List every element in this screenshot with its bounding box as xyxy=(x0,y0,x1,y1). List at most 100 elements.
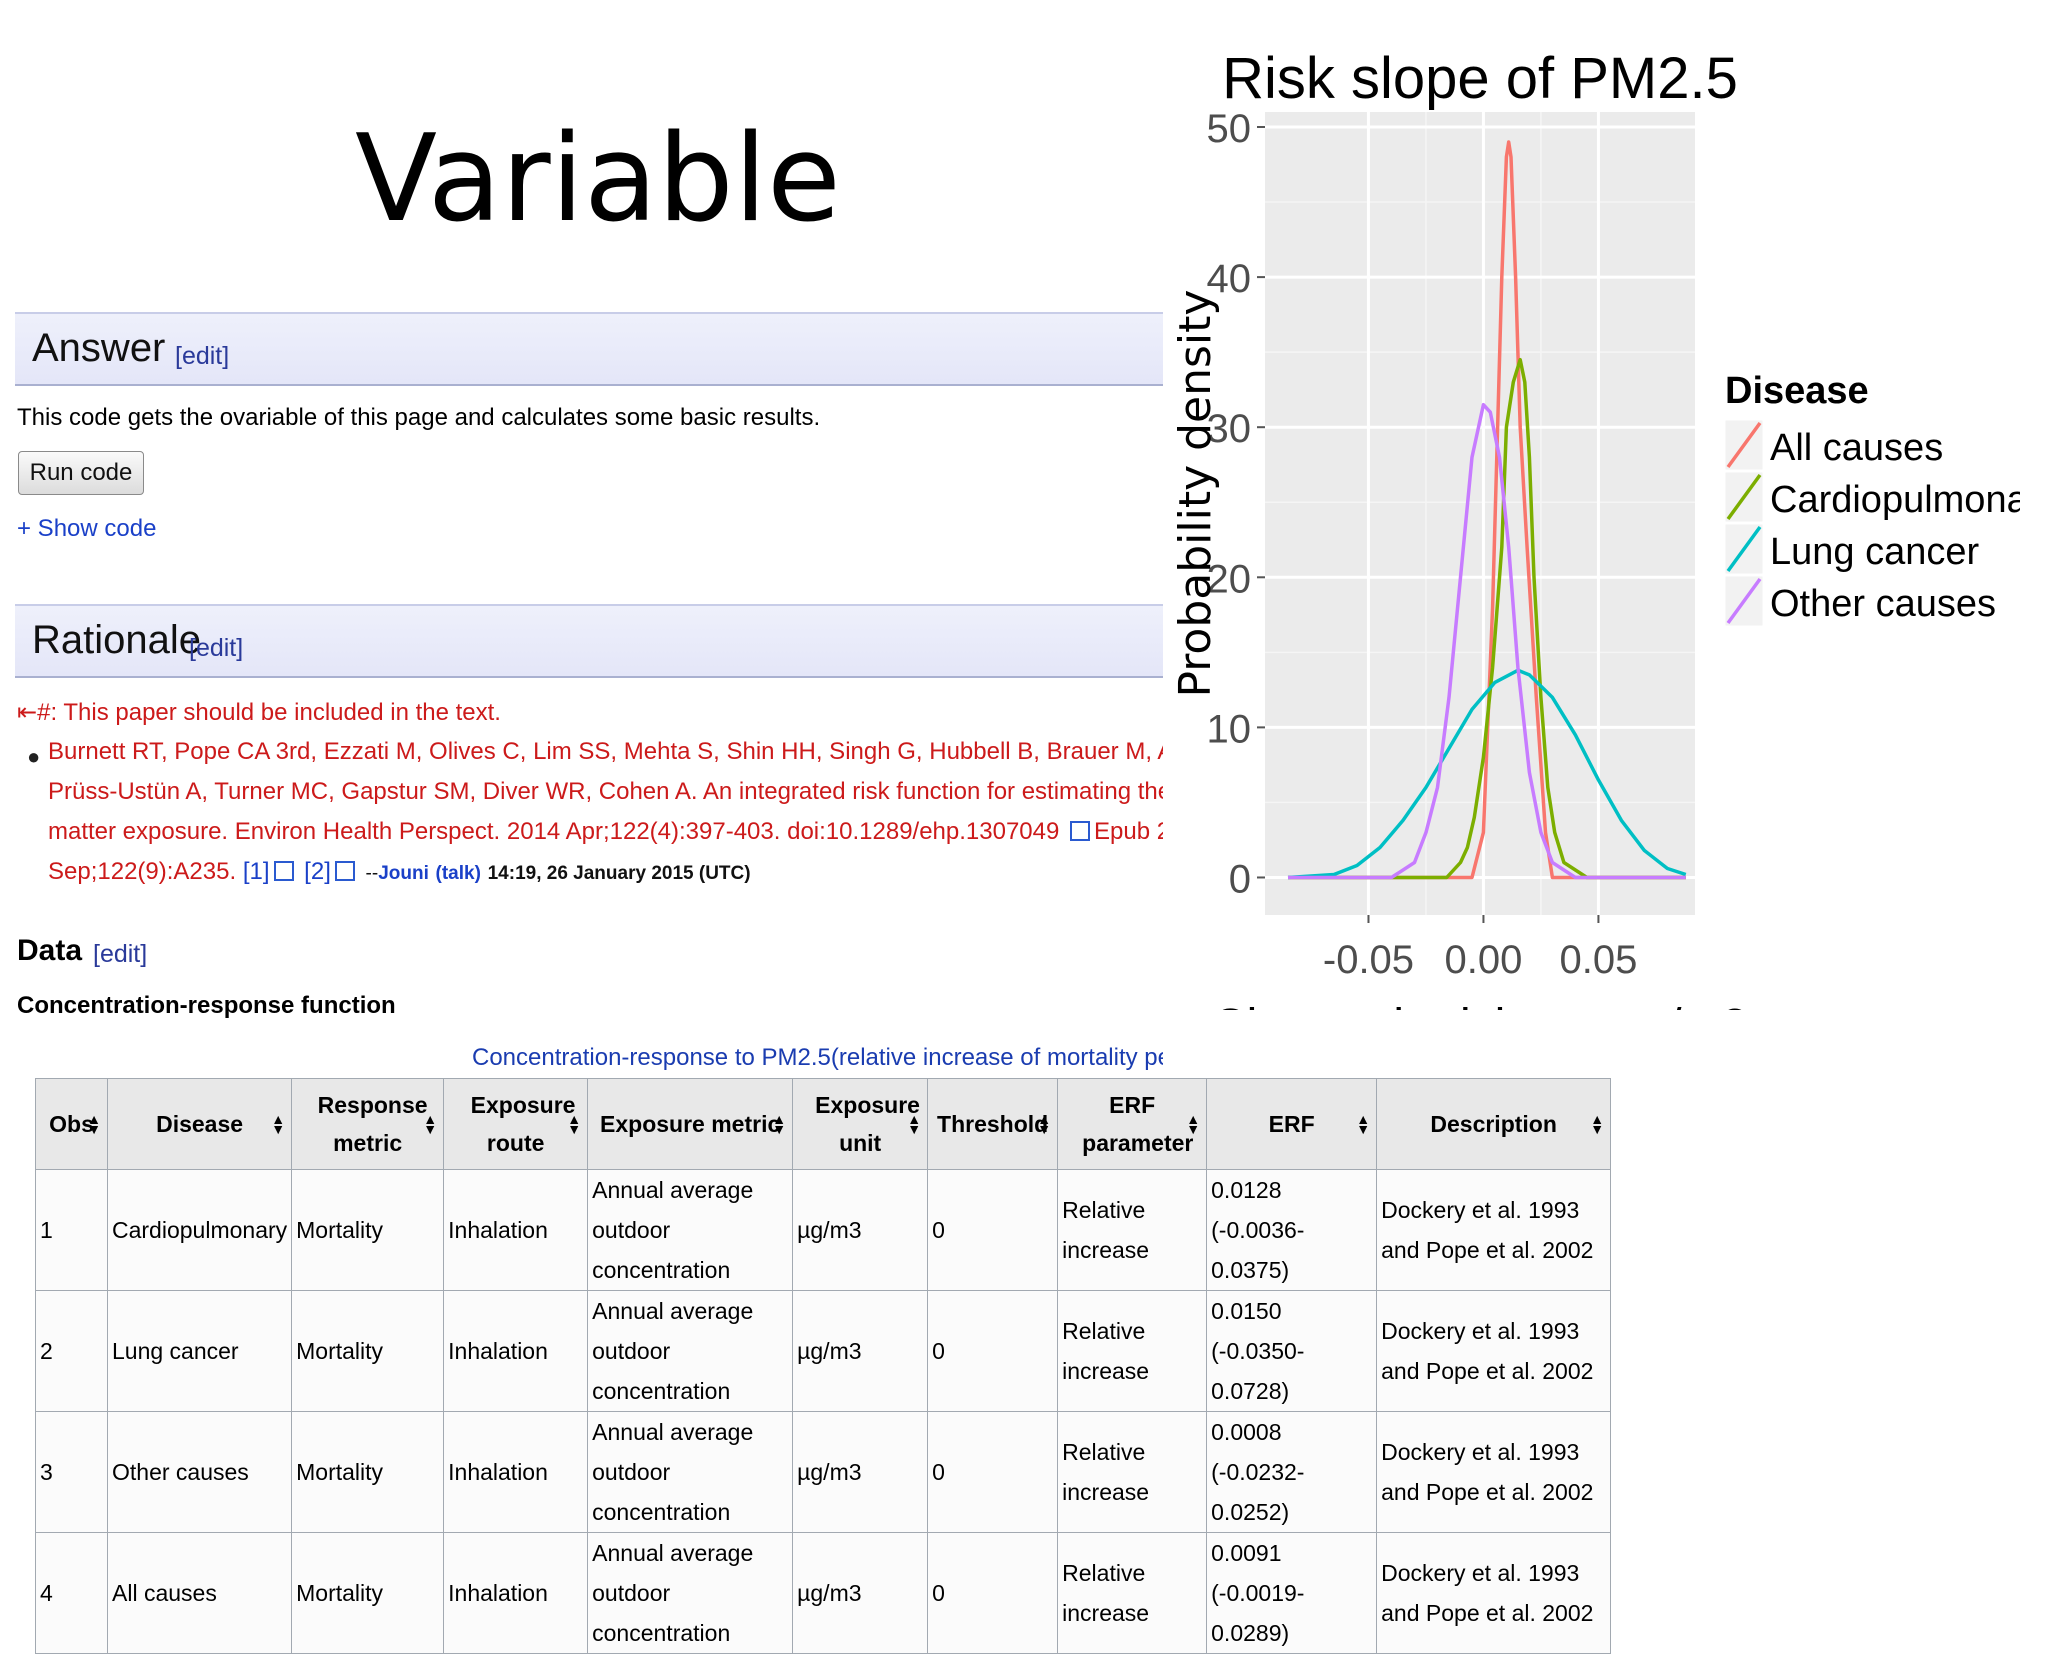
cell-obs: 1 xyxy=(35,1169,108,1291)
series-line-other-causes xyxy=(1288,402,1686,880)
cell-description: Dockery et al. 1993 and Pope et al. 2002 xyxy=(1376,1411,1612,1533)
sort-icon[interactable]: ▲ ▼ xyxy=(271,1111,286,1137)
column-header-response-metric[interactable]: Response metric ▲ ▼ xyxy=(291,1078,445,1170)
x-tick-label: 0.00 xyxy=(1445,938,1523,982)
cell-exposure-metric: Annual average outdoor concentration xyxy=(587,1290,794,1412)
cell-erf: 0.0150 (-0.0350-0.0728) xyxy=(1206,1290,1378,1412)
column-header-description[interactable]: Description ▲ ▼ xyxy=(1376,1078,1612,1170)
rationale-edit-link[interactable]: [edit] xyxy=(189,634,244,662)
density-curves xyxy=(1287,140,1687,880)
cell-erf: 0.0128 (-0.0036-0.0375) xyxy=(1206,1169,1378,1291)
data-heading: Data xyxy=(17,934,83,967)
cell-erf: 0.0091 (-0.0019-0.0289) xyxy=(1206,1532,1378,1654)
cell-erf-parameter: Relative increase xyxy=(1057,1532,1208,1654)
legend-label: Cardiopulmonary xyxy=(1770,479,2020,521)
signature-timestamp: 14:19, 26 January 2015 (UTC) xyxy=(487,863,751,884)
y-tick-label: 10 xyxy=(1207,707,1252,751)
column-header-disease[interactable]: Disease ▲ ▼ xyxy=(106,1078,293,1170)
y-tick-label: 50 xyxy=(1207,107,1252,151)
cell-obs: 3 xyxy=(35,1411,108,1533)
answer-heading: Answer xyxy=(32,326,166,370)
sort-icon[interactable]: ▲ ▼ xyxy=(87,1111,101,1137)
reference-erratum: Sep;122(9):A235. xyxy=(48,858,237,885)
reference-line-3: matter exposure. Environ Health Perspect… xyxy=(48,818,1163,846)
cell-threshold: 0 xyxy=(927,1411,1059,1533)
sort-icon[interactable]: ▲ ▼ xyxy=(1037,1111,1052,1137)
legend-swatch xyxy=(1726,577,1762,625)
sort-icon[interactable]: ▲ ▼ xyxy=(567,1111,582,1137)
cell-response-metric: Mortality xyxy=(291,1169,445,1291)
cell-disease: Cardiopulmonary xyxy=(106,1169,293,1291)
cell-exposure-route: Inhalation xyxy=(443,1169,589,1291)
legend-title: Disease xyxy=(1725,370,1869,412)
series-line-lung-cancer xyxy=(1287,668,1687,880)
cell-exposure-unit: µg/m3 xyxy=(792,1411,929,1533)
y-tick-label: 0 xyxy=(1229,857,1251,901)
column-header-erf[interactable]: ERF ▲ ▼ xyxy=(1206,1078,1378,1170)
cell-response-metric: Mortality xyxy=(291,1532,445,1654)
wiki-page-panel: Answer [edit] This code gets the ovariab… xyxy=(0,312,1163,1536)
x-axis-label: Change in risk per ug/m3 xyxy=(1212,1000,1748,1010)
sort-icon[interactable]: ▲ ▼ xyxy=(423,1111,438,1137)
plot-panel xyxy=(1265,112,1695,915)
slide-title: Variable xyxy=(355,110,841,249)
concentration-response-subheading: Concentration-response function xyxy=(17,992,396,1019)
reference-link-1[interactable]: [1] xyxy=(242,858,270,885)
cell-description: Dockery et al. 1993 and Pope et al. 2002 xyxy=(1376,1169,1612,1291)
rationale-section-header: Rationale [edit] xyxy=(15,604,1163,678)
cell-response-metric: Mortality xyxy=(291,1290,445,1412)
column-header-exposure-unit[interactable]: Exposure unit ▲ ▼ xyxy=(792,1078,929,1170)
sort-icon[interactable]: ▲ ▼ xyxy=(772,1111,787,1137)
answer-section-header: Answer [edit] xyxy=(15,312,1163,386)
legend-swatch xyxy=(1726,421,1762,469)
bullet-icon: ● xyxy=(27,744,41,769)
reference-citation: matter exposure. Environ Health Perspect… xyxy=(48,818,1060,845)
cell-exposure-route: Inhalation xyxy=(443,1290,589,1412)
sort-icon[interactable]: ▲ ▼ xyxy=(907,1111,922,1137)
cell-threshold: 0 xyxy=(927,1290,1059,1412)
column-header-erf-parameter[interactable]: ERF parameter ▲ ▼ xyxy=(1057,1078,1208,1170)
concentration-response-table: Obs ▲ ▼ Disease ▲ ▼ Response metric ▲ ▼ Exposu… xyxy=(35,1078,1612,1654)
cell-exposure-metric: Annual average outdoor concentration xyxy=(587,1169,794,1291)
signature-dash: -- xyxy=(365,863,379,884)
cell-threshold: 0 xyxy=(927,1532,1059,1654)
cell-disease: Lung cancer xyxy=(106,1290,293,1412)
cell-exposure-unit: µg/m3 xyxy=(792,1169,929,1291)
run-code-button[interactable]: Run code xyxy=(18,451,144,495)
column-header-exposure-metric[interactable]: Exposure metric ▲ ▼ xyxy=(587,1078,794,1170)
cell-response-metric: Mortality xyxy=(291,1411,445,1533)
cell-disease: Other causes xyxy=(106,1411,293,1533)
column-header-obs[interactable]: Obs ▲ ▼ xyxy=(35,1078,108,1170)
sort-icon[interactable]: ▲ ▼ xyxy=(1590,1111,1605,1137)
signature-user-link[interactable]: Jouni xyxy=(378,863,429,884)
cell-obs: 4 xyxy=(35,1532,108,1654)
sort-icon[interactable]: ▲ ▼ xyxy=(1186,1111,1201,1137)
table-header-row: Obs ▲ ▼ Disease ▲ ▼ Response metric ▲ ▼ Exposu… xyxy=(35,1078,1612,1170)
reference-line-2: Prüss-Ustün A, Turner MC, Gapstur SM, Di… xyxy=(48,778,1163,805)
x-tick-label: -0.05 xyxy=(1323,938,1414,982)
cell-exposure-unit: µg/m3 xyxy=(792,1290,929,1412)
answer-edit-link[interactable]: [edit] xyxy=(175,342,230,370)
axis-ticks: 0 10 20 30 40 50 -0.05 0.00 0.05 xyxy=(1207,107,1638,982)
cell-exposure-route: Inhalation xyxy=(443,1532,589,1654)
reference-link-2[interactable]: [2] xyxy=(304,858,331,885)
reference-line-1: Burnett RT, Pope CA 3rd, Ezzati M, Olive… xyxy=(48,738,1163,765)
y-tick-label: 20 xyxy=(1207,557,1252,601)
external-link-icon xyxy=(1070,821,1091,841)
sort-icon[interactable]: ▲ ▼ xyxy=(1356,1111,1371,1137)
column-header-exposure-route[interactable]: Exposure route ▲ ▼ xyxy=(443,1078,589,1170)
show-code-link[interactable]: + Show code xyxy=(17,515,157,542)
table-row: 2 Lung cancer Mortality Inhalation Annua… xyxy=(35,1290,1612,1412)
cell-exposure-route: Inhalation xyxy=(443,1411,589,1533)
data-edit-link[interactable]: [edit] xyxy=(93,940,148,968)
table-row: 1 Cardiopulmonary Mortality Inhalation A… xyxy=(35,1169,1612,1291)
legend-swatch xyxy=(1726,473,1762,521)
reference-line-4: Sep;122(9):A235. [1] [2] --Jouni (talk) … xyxy=(48,858,751,886)
rationale-heading: Rationale xyxy=(32,618,202,662)
cell-erf-parameter: Relative increase xyxy=(1057,1290,1208,1412)
signature-talk-link[interactable]: (talk) xyxy=(435,863,481,884)
external-link-icon xyxy=(273,861,294,881)
cell-exposure-metric: Annual average outdoor concentration xyxy=(587,1411,794,1533)
column-header-threshold[interactable]: Threshold ▲ ▼ xyxy=(927,1078,1059,1170)
legend-label: All causes xyxy=(1770,427,1943,469)
